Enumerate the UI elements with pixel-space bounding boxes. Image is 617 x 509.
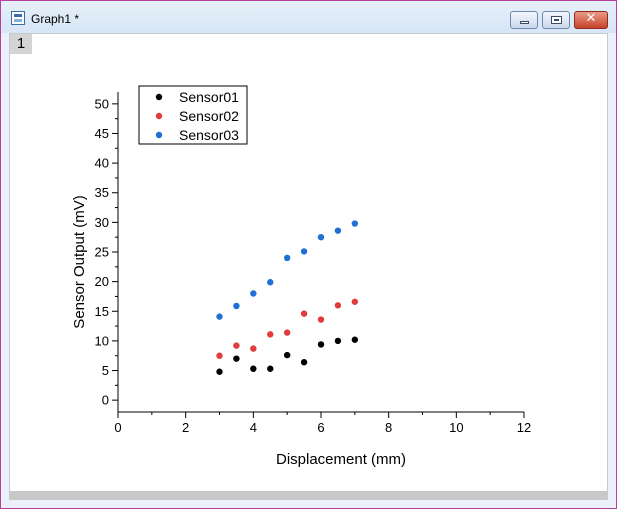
title-bar[interactable]: Graph1 * ✕ bbox=[1, 1, 616, 33]
x-tick-label: 6 bbox=[317, 420, 324, 435]
data-point-sensor03 bbox=[283, 254, 291, 262]
data-point-sensor03 bbox=[300, 248, 308, 255]
legend-label: Sensor02 bbox=[179, 108, 239, 124]
scatter-plot[interactable]: 0 2 4 6 8 10 12 0 5 10 15 20 25 30 35 40 45 50 Displacemen… bbox=[10, 34, 607, 490]
x-tick-label: 10 bbox=[449, 420, 463, 435]
legend-label: Sensor01 bbox=[179, 89, 239, 105]
y-tick-label: 10 bbox=[95, 333, 109, 348]
restore-button[interactable] bbox=[542, 11, 570, 29]
data-point-sensor02 bbox=[250, 345, 257, 352]
data-point-sensor01 bbox=[300, 359, 308, 366]
data-point-sensor02 bbox=[216, 352, 223, 359]
data-point-sensor01 bbox=[250, 365, 257, 372]
data-point-sensor01 bbox=[283, 351, 291, 359]
y-tick-label: 20 bbox=[95, 274, 109, 289]
legend-marker bbox=[155, 93, 163, 101]
data-point-sensor01 bbox=[317, 341, 325, 348]
close-button[interactable]: ✕ bbox=[574, 11, 608, 29]
x-tick-label: 4 bbox=[250, 420, 257, 435]
data-point-sensor01 bbox=[351, 336, 359, 343]
layer-tab-1[interactable]: 1 bbox=[10, 34, 32, 54]
x-tick-label: 0 bbox=[114, 420, 121, 435]
data-point-sensor02 bbox=[334, 302, 342, 309]
data-point-sensor02 bbox=[351, 298, 359, 305]
y-tick-label: 50 bbox=[95, 96, 109, 111]
y-tick-label: 25 bbox=[95, 245, 109, 260]
data-point-sensor03 bbox=[250, 290, 257, 297]
data-point-sensor03 bbox=[267, 279, 274, 286]
data-point-sensor03 bbox=[334, 227, 342, 234]
data-point-sensor01 bbox=[334, 337, 342, 345]
y-axis-title: Sensor Output (mV) bbox=[71, 195, 88, 328]
legend-marker bbox=[155, 112, 163, 120]
data-point-sensor02 bbox=[300, 310, 308, 317]
restore-icon bbox=[551, 16, 562, 24]
data-point-sensor02 bbox=[267, 331, 274, 338]
data-point-sensor03 bbox=[233, 302, 240, 310]
horizontal-scrollbar[interactable] bbox=[10, 491, 607, 500]
x-axis-title: Displacement (mm) bbox=[276, 451, 406, 468]
y-tick-label: 40 bbox=[95, 156, 109, 171]
data-point-sensor03 bbox=[317, 233, 325, 241]
data-point-sensor02 bbox=[233, 342, 240, 349]
window-title: Graph1 * bbox=[31, 12, 80, 26]
close-icon: ✕ bbox=[585, 11, 597, 26]
data-point-sensor02 bbox=[283, 329, 291, 336]
y-tick-label: 15 bbox=[95, 304, 109, 319]
data-point-sensor03 bbox=[351, 220, 359, 227]
x-tick-label: 2 bbox=[182, 420, 189, 435]
y-tick-label: 0 bbox=[102, 393, 109, 408]
y-tick-label: 30 bbox=[95, 215, 109, 230]
data-point-sensor02 bbox=[317, 316, 325, 323]
y-tick-label: 35 bbox=[95, 185, 109, 200]
graph-page[interactable]: 1 0 2 4 6 8 10 12 0 5 10 15 20 25 30 35 40 45 50 Displacem… bbox=[9, 33, 608, 500]
data-point-sensor01 bbox=[267, 365, 274, 372]
data-point-sensor01 bbox=[216, 368, 223, 375]
x-tick-label: 8 bbox=[385, 420, 392, 435]
legend-label: Sensor03 bbox=[179, 127, 239, 143]
data-point-sensor03 bbox=[216, 313, 223, 320]
minimize-icon bbox=[520, 21, 529, 24]
data-point-sensor01 bbox=[233, 355, 240, 362]
minimize-button[interactable] bbox=[510, 11, 538, 29]
y-tick-label: 5 bbox=[102, 363, 109, 378]
y-tick-label: 45 bbox=[95, 126, 109, 141]
graph-window-icon[interactable] bbox=[11, 11, 25, 25]
x-tick-label: 12 bbox=[517, 420, 531, 435]
legend-marker bbox=[155, 131, 163, 139]
